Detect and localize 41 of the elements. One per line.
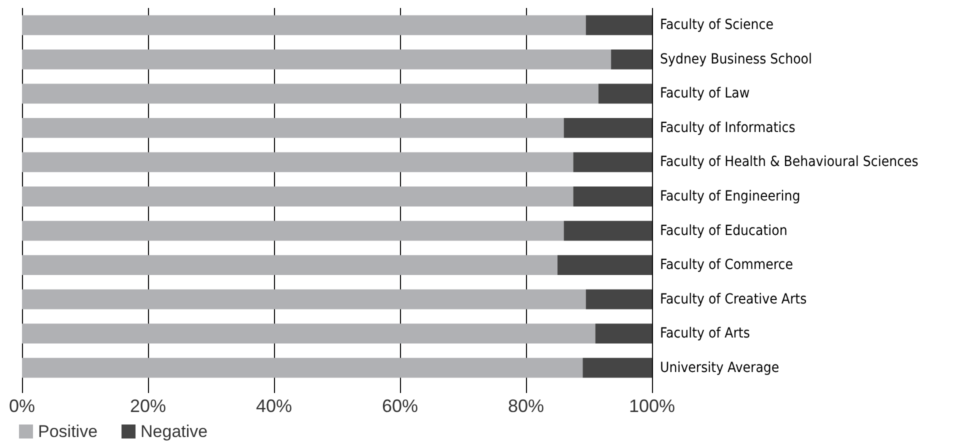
bar: [564, 118, 652, 138]
y-tick-label: Faculty of Creative Arts: [660, 291, 807, 308]
bar: [22, 15, 586, 36]
x-tick-label: 0%: [8, 396, 36, 416]
bar: [22, 84, 598, 104]
y-tick-label: Faculty of Law: [660, 86, 750, 102]
bar: [22, 289, 586, 310]
bar: [611, 49, 652, 70]
bar: [586, 289, 652, 310]
bar: [595, 324, 652, 344]
y-tick-label: University Average: [660, 360, 780, 376]
x-tick-label: 100%: [628, 396, 676, 416]
bar: [558, 255, 652, 275]
bar: [22, 220, 564, 241]
y-tick-label: Sydney Business School: [660, 51, 812, 68]
bar: [586, 15, 652, 36]
legend-label: Negative: [140, 422, 208, 441]
bar: [22, 186, 574, 206]
legend-label: Positive: [38, 422, 98, 441]
bar: [573, 152, 652, 172]
bar: [22, 152, 574, 172]
bar: [582, 358, 652, 378]
x-tick-label: 40%: [256, 396, 292, 416]
bar: [22, 324, 596, 344]
bar: [22, 49, 612, 70]
y-tick-label: Faculty of Arts: [660, 326, 750, 342]
bar: [573, 186, 652, 206]
x-tick-label: 80%: [508, 396, 544, 416]
y-tick-label: Faculty of Health & Behavioural Sciences: [660, 154, 918, 170]
y-tick-label: Faculty of Engineering: [660, 188, 800, 204]
bar: [598, 84, 652, 104]
x-tick-label: 20%: [130, 396, 166, 416]
bar: [22, 118, 564, 138]
bar: [22, 358, 583, 378]
bar: [22, 255, 558, 275]
x-tick-label: 60%: [382, 396, 418, 416]
y-tick-label: Faculty of Science: [660, 17, 774, 34]
y-tick-label: Faculty of Commerce: [660, 257, 794, 274]
y-tick-label: Faculty of Informatics: [660, 120, 796, 136]
y-tick-label: Faculty of Education: [660, 222, 788, 239]
bar: [564, 220, 652, 241]
